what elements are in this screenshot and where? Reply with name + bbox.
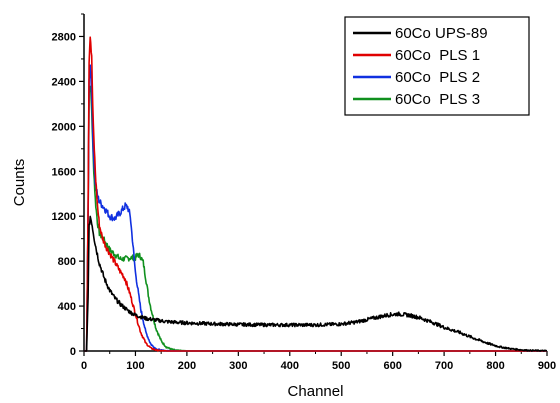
y-tick-label: 0 [70,346,76,358]
x-tick-label: 800 [486,360,504,372]
y-tick-label: 1200 [52,211,76,223]
axis-ticks: 0 100 200 300 400 500 600 700 800 900 0 400 800 1200 1… [52,13,556,372]
legend-entry-label: 60Co UPS-89 [395,25,488,42]
x-tick-label: 700 [435,360,453,372]
x-tick-label: 400 [281,360,299,372]
x-tick-label: 0 [81,360,87,372]
series-line-1 [83,215,548,352]
legend: 60Co UPS-89 60Co PLS 1 60Co PLS 2 60Co PLS … [344,16,530,116]
y-tick-label: 400 [58,301,76,313]
x-tick-label: 200 [178,360,196,372]
y-tick-label: 2400 [52,76,76,88]
x-tick-label: 900 [538,360,556,372]
legend-entry-label: 60Co PLS 1 [395,47,480,64]
y-tick-label: 800 [58,256,76,268]
y-tick-label: 2800 [52,31,76,43]
y-axis-label: Counts [11,159,28,207]
series-line-2 [83,36,548,352]
legend-entry-label: 60Co PLS 2 [395,69,480,86]
legend-entry-label: 60Co PLS 3 [395,91,480,108]
x-tick-label: 300 [229,360,247,372]
series-line-4 [83,85,548,352]
y-tick-label: 1600 [52,166,76,178]
y-tick-label: 2000 [52,121,76,133]
series-layer [83,36,548,352]
x-tick-label: 600 [383,360,401,372]
x-tick-label: 500 [332,360,350,372]
x-tick-label: 100 [126,360,144,372]
x-axis-label: Channel [288,383,344,400]
